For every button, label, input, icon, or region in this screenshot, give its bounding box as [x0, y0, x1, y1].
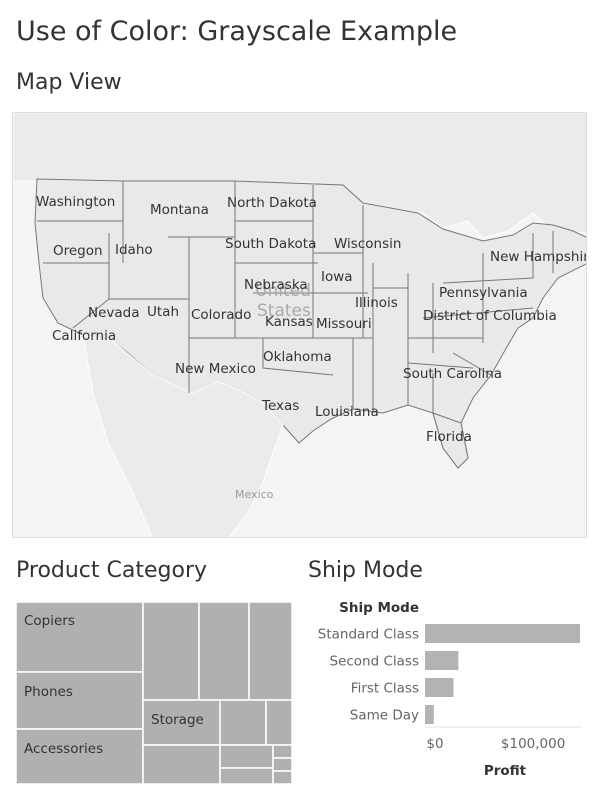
x-tick-labels: $0 $100,000 [426, 736, 565, 752]
tile-h[interactable] [219, 767, 274, 784]
bar[interactable] [425, 705, 434, 724]
bar[interactable] [425, 678, 454, 697]
category-label: Second Class [330, 654, 420, 670]
state-label-utah: Utah [147, 304, 179, 320]
y-axis-title: Ship Mode [339, 600, 419, 616]
map-canvas[interactable]: United States Mexico Washington Montana … [13, 113, 587, 538]
category-label: Standard Class [318, 627, 419, 643]
country-label-mexico: Mexico [235, 488, 274, 501]
bar[interactable] [425, 651, 459, 670]
tile-label-phones: Phones [24, 684, 73, 700]
state-label-district-of-columbia: District of Columbia [423, 308, 557, 324]
state-label-nebraska: Nebraska [244, 277, 308, 293]
tile-storage[interactable] [142, 699, 221, 746]
state-label-north-dakota: North Dakota [227, 195, 317, 211]
state-label-colorado: Colorado [191, 307, 251, 323]
state-label-pennsylvania: Pennsylvania [439, 285, 528, 301]
country-label-states: States [257, 301, 311, 321]
category-label: First Class [351, 681, 419, 697]
state-label-nevada: Nevada [88, 305, 140, 321]
tile-c[interactable] [248, 602, 292, 701]
ship-mode-title: Ship Mode [308, 558, 423, 583]
state-label-south-carolina: South Carolina [403, 366, 502, 382]
mexico-land [82, 334, 284, 537]
state-label-illinois: Illinois [355, 295, 398, 311]
tile-g[interactable] [219, 744, 274, 769]
tile-label-copiers: Copiers [24, 613, 75, 629]
tile-d[interactable] [142, 744, 221, 784]
tile-i[interactable] [272, 744, 292, 759]
state-label-florida: Florida [426, 429, 472, 445]
x-tick-label: $0 [426, 736, 443, 752]
map-view-title: Map View [16, 70, 122, 95]
state-label-new-mexico: New Mexico [175, 361, 256, 377]
state-label-montana: Montana [150, 202, 209, 218]
tile-a[interactable] [142, 602, 200, 701]
tile-phones[interactable] [16, 671, 144, 730]
florida-shape [432, 412, 469, 469]
state-label-washington: Washington [36, 194, 115, 210]
state-label-new-hampshire: New Hampshire [490, 249, 587, 265]
dashboard-title: Use of Color: Grayscale Example [16, 16, 458, 47]
state-label-south-dakota: South Dakota [225, 236, 316, 252]
bar[interactable] [425, 624, 581, 643]
product-category-treemap[interactable]: Copiers Phones Accessories Storage [16, 602, 292, 784]
tile-f[interactable] [265, 699, 292, 746]
state-label-oklahoma: Oklahoma [263, 349, 332, 365]
product-category-title: Product Category [16, 558, 208, 583]
ship-mode-bar-chart[interactable]: Ship Mode Standard Class Second Class Firs… [300, 592, 592, 788]
state-label-wisconsin: Wisconsin [334, 236, 401, 252]
map-view[interactable]: United States Mexico Washington Montana … [12, 112, 587, 538]
x-tick-label: $100,000 [501, 736, 565, 752]
tile-label-storage: Storage [151, 712, 204, 728]
state-label-louisiana: Louisiana [315, 404, 379, 420]
x-axis-title: Profit [484, 763, 527, 779]
tile-k[interactable] [272, 770, 292, 784]
state-label-california: California [52, 328, 116, 344]
state-borders [37, 181, 554, 413]
state-label-kansas: Kansas [265, 314, 313, 330]
state-label-idaho: Idaho [115, 242, 153, 258]
tile-e[interactable] [219, 699, 267, 746]
state-label-missouri: Missouri [316, 316, 372, 332]
treemap-tiles[interactable] [16, 602, 292, 784]
tile-b[interactable] [198, 602, 250, 701]
state-label-oregon: Oregon [53, 243, 103, 259]
state-label-iowa: Iowa [321, 269, 353, 285]
country-label-united: United [255, 281, 311, 301]
state-label-texas: Texas [261, 398, 299, 414]
bars-group[interactable]: Standard Class Second Class First Class Sam… [318, 624, 581, 724]
tile-label-accessories: Accessories [24, 741, 103, 757]
category-label: Same Day [350, 708, 419, 724]
tile-j[interactable] [272, 757, 292, 772]
